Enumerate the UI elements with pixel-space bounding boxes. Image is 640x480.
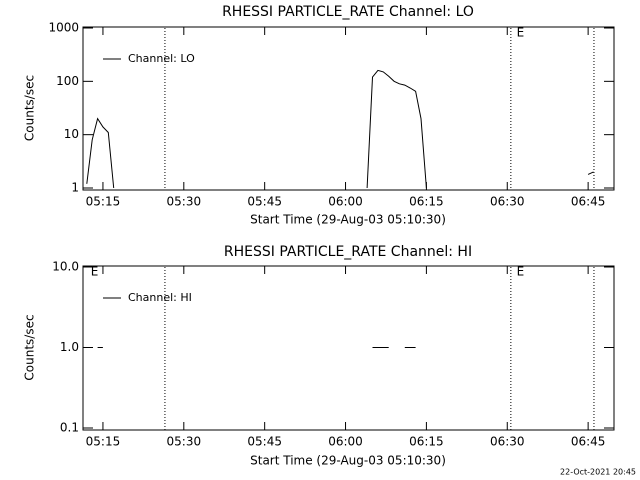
legend-label: Channel: HI [128, 291, 192, 304]
y-tick-label: 10.0 [52, 260, 79, 274]
x-tick-label: 06:00 [328, 435, 363, 449]
chart-title: RHESSI PARTICLE_RATE Channel: LO [222, 4, 474, 20]
x-axis-title: Start Time (29-Aug-03 05:10:30) [250, 454, 446, 468]
y-tick-label: 0.1 [60, 421, 79, 435]
footer-date: 22-Oct-2021 20:45 [560, 468, 636, 477]
chart-title: RHESSI PARTICLE_RATE Channel: HI [224, 244, 472, 260]
x-tick-label: 05:45 [247, 435, 282, 449]
plot-frame [82, 26, 615, 191]
y-tick-label: 1000 [48, 21, 79, 35]
annotation: E [91, 265, 99, 279]
x-tick-label: 06:45 [571, 435, 606, 449]
x-tick-label: 05:15 [86, 195, 121, 209]
x-tick-label: 06:00 [328, 195, 363, 209]
x-tick-label: 05:45 [247, 195, 282, 209]
legend-label: Channel: LO [128, 52, 195, 65]
annotation: E [517, 265, 525, 279]
y-axis-title: Counts/sec [23, 75, 37, 141]
y-tick-label: 1 [71, 181, 79, 195]
x-axis-title: Start Time (29-Aug-03 05:10:30) [250, 213, 446, 227]
x-tick-label: 06:15 [409, 435, 444, 449]
x-tick-label: 05:30 [167, 435, 202, 449]
annotation: E [517, 26, 525, 40]
y-axis-title: Counts/sec [23, 314, 37, 380]
y-tick-label: 10 [64, 127, 79, 141]
series-line [86, 69, 594, 189]
y-tick-label: 1.0 [60, 340, 79, 354]
y-tick-label: 100 [56, 74, 79, 88]
x-tick-label: 06:45 [571, 195, 606, 209]
x-tick-label: 06:30 [490, 195, 525, 209]
x-tick-label: 06:15 [409, 195, 444, 209]
x-tick-label: 05:15 [86, 435, 121, 449]
x-tick-label: 05:30 [167, 195, 202, 209]
x-tick-label: 06:30 [490, 435, 525, 449]
